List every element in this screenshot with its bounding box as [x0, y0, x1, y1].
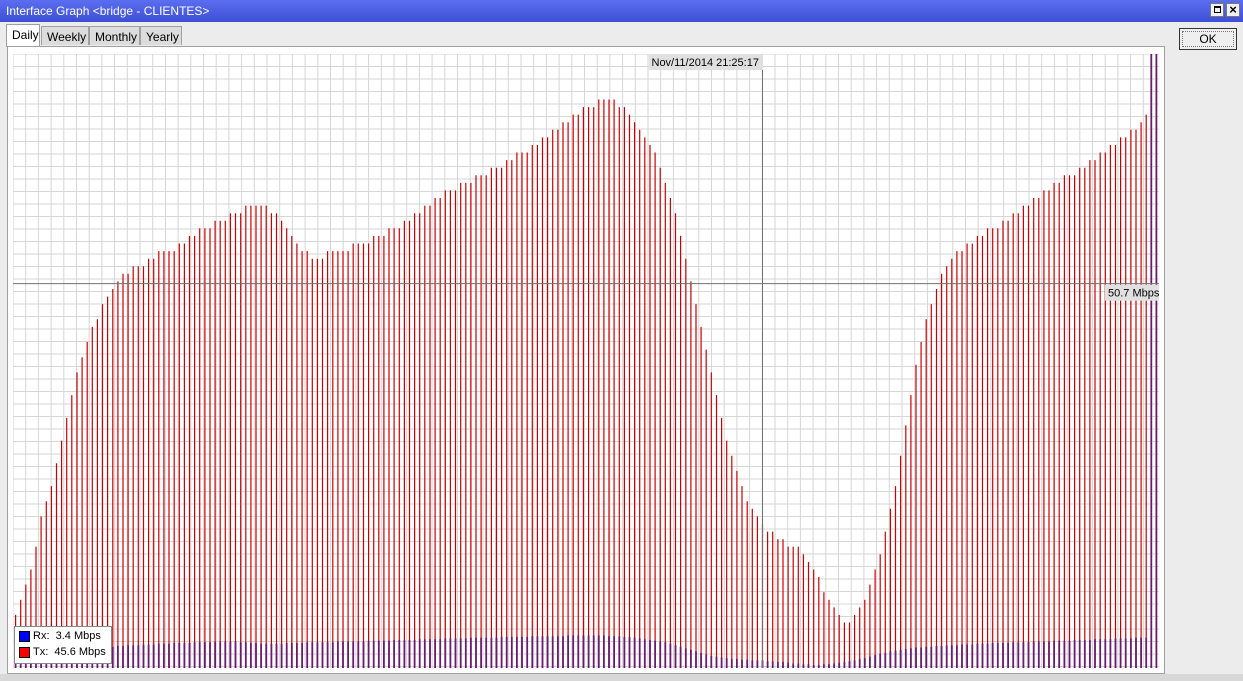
title-bar: Interface Graph <bridge - CLIENTES> ×: [0, 0, 1243, 22]
traffic-graph[interactable]: Nov/11/2014 21:25:17 50.7 Mbps: [13, 54, 1159, 668]
graph-cursor: Nov/11/2014 21:25:17 50.7 Mbps: [13, 54, 1159, 668]
legend-rx: Rx: 3.4 Mbps: [19, 630, 101, 644]
legend-tx-value: 45.6 Mbps: [54, 646, 106, 659]
graph-bars: [14, 54, 1158, 668]
legend-rx-value: 3.4 Mbps: [55, 630, 101, 643]
tab-yearly[interactable]: Yearly: [140, 26, 182, 45]
graph-panel: Nov/11/2014 21:25:17 50.7 Mbps: [7, 46, 1165, 674]
cursor-time-label: Nov/11/2014 21:25:17: [652, 57, 759, 69]
graph-grid: [13, 54, 1159, 668]
legend-tx: Tx: 45.6 Mbps: [19, 646, 106, 660]
tab-daily[interactable]: Daily: [6, 24, 40, 47]
cursor-value-box: [1105, 284, 1159, 301]
window-title: Interface Graph <bridge - CLIENTES>: [6, 4, 210, 18]
close-icon: ×: [1229, 2, 1237, 17]
tab-weekly[interactable]: Weekly: [41, 26, 89, 45]
status-bar: [0, 674, 1243, 681]
legend-tx-swatch: [19, 646, 30, 658]
ok-button[interactable]: OK: [1179, 28, 1237, 50]
tab-monthly[interactable]: Monthly: [89, 26, 140, 45]
restore-icon: [1214, 6, 1221, 13]
restore-button[interactable]: [1210, 3, 1224, 17]
cursor-value-label: 50.7 Mbps: [1108, 288, 1159, 300]
legend-tx-label: Tx:: [33, 646, 49, 659]
cursor-time-box: [649, 54, 764, 70]
legend-rx-swatch: [19, 630, 30, 642]
legend-rx-label: Rx:: [33, 630, 50, 643]
close-button[interactable]: ×: [1226, 2, 1240, 17]
graph-legend: Rx: 3.4 Mbps Tx: 45.6 Mbps: [14, 626, 112, 664]
